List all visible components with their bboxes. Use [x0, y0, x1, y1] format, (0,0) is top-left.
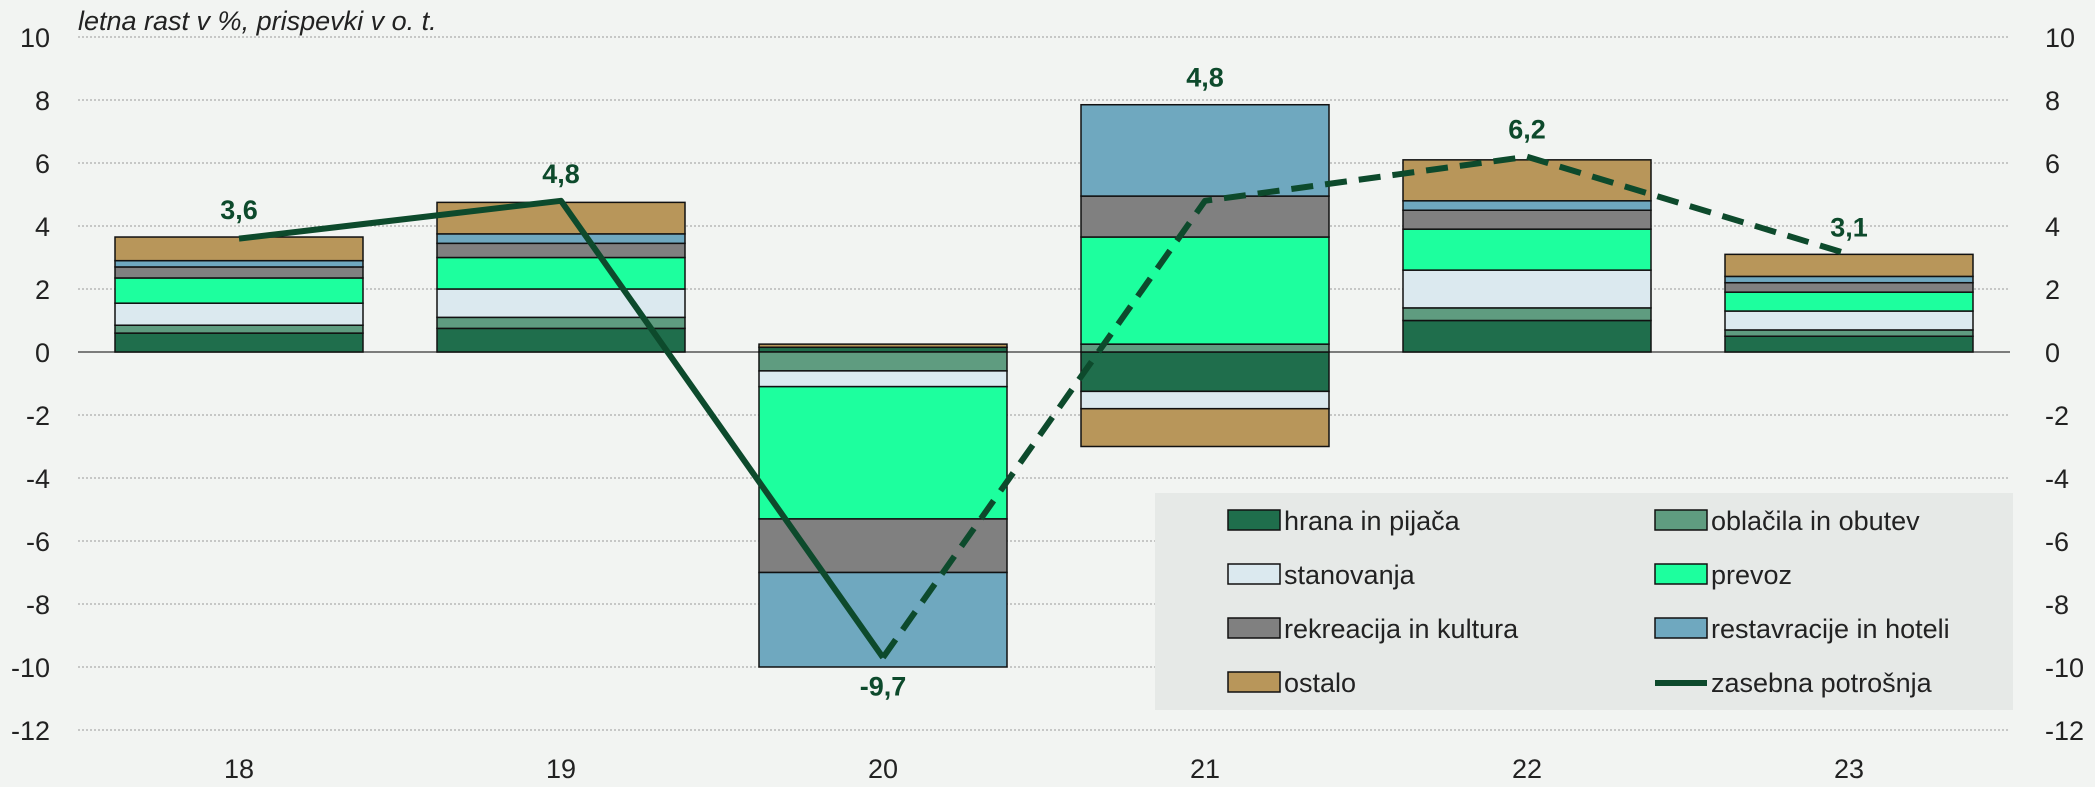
y-tick-label-left: -6 — [26, 527, 50, 557]
bar-segment — [436, 288, 686, 319]
legend-swatch — [1654, 509, 1708, 531]
y-tick-label-left: -10 — [11, 653, 50, 683]
bar-segment — [114, 332, 364, 353]
bar-segment — [114, 324, 364, 334]
y-tick-label-right: 0 — [2045, 338, 2060, 368]
line-series-solid — [238, 197, 886, 660]
x-tick-label: 22 — [1512, 754, 1542, 782]
y-tick-label-right: 4 — [2045, 212, 2060, 242]
bar-segment — [1724, 275, 1974, 284]
axes: 10 108 86 64 42 20 0-2 -2-4 -4-6 -6-8 -8-10 -10-12-… — [11, 23, 2084, 784]
bars — [114, 103, 1974, 668]
bar-segment — [1080, 351, 1330, 393]
legend-swatch — [1227, 617, 1281, 639]
legend-label: prevoz — [1711, 560, 1792, 590]
y-tick-label-left: 10 — [20, 23, 50, 53]
bar-segment — [1724, 310, 1974, 331]
bar-segment — [114, 277, 364, 304]
x-tick-label: 19 — [546, 754, 576, 782]
x-tick-label: 23 — [1834, 754, 1864, 782]
y-tick-label-left: 4 — [35, 212, 50, 242]
data-label: 4,8 — [542, 159, 580, 189]
y-tick-label-right: -4 — [2045, 464, 2069, 494]
bar-segment — [1402, 269, 1652, 309]
x-tick-label: 20 — [868, 754, 898, 782]
bar-segment — [1724, 291, 1974, 312]
bar-segment — [758, 370, 1008, 388]
bar-segment — [436, 242, 686, 259]
bar-segment — [1724, 253, 1974, 278]
line-series: 3,6 4,8 -9,7 4,8 6,2 3,1 — [220, 63, 1868, 702]
bar-segment — [1402, 209, 1652, 230]
legend-swatch — [1227, 509, 1281, 531]
bar-segment — [1724, 335, 1974, 353]
bar-segment — [1402, 307, 1652, 322]
bar-segment — [1402, 200, 1652, 212]
y-tick-label-right: 10 — [2045, 23, 2075, 53]
data-label: 3,1 — [1830, 212, 1868, 242]
bar-segment — [1402, 319, 1652, 353]
bar-segment — [436, 233, 686, 245]
legend-label: stanovanja — [1284, 560, 1416, 590]
y-tick-label-right: 8 — [2045, 86, 2060, 116]
legend-swatch — [1227, 563, 1281, 585]
y-tick-label-right: -6 — [2045, 527, 2069, 557]
bar-segment — [1402, 228, 1652, 271]
y-tick-label-right: -12 — [2045, 716, 2084, 746]
data-label: 6,2 — [1508, 115, 1546, 145]
legend-label: restavracije in hoteli — [1711, 614, 1950, 644]
bar-segment — [114, 302, 364, 326]
y-tick-label-left: -4 — [26, 464, 50, 494]
bar-segment — [758, 385, 1008, 520]
chart-title: letna rast v %, prispevki v o. t. — [78, 6, 437, 36]
bar-segment — [758, 571, 1008, 668]
legend-box — [1155, 493, 2013, 710]
x-tick-label: 18 — [224, 754, 254, 782]
bar-segment — [1080, 407, 1330, 448]
bar-segment — [1080, 103, 1330, 197]
y-tick-label-left: -12 — [11, 716, 50, 746]
bar-segment — [436, 327, 686, 353]
y-tick-label-left: 0 — [35, 338, 50, 368]
legend: hrana in pijača oblačila in obutev stanova… — [1155, 493, 2013, 710]
bar-segment — [758, 518, 1008, 574]
y-tick-label-right: -2 — [2045, 401, 2069, 431]
legend-swatch — [1654, 617, 1708, 639]
bar-segment — [1724, 329, 1974, 338]
legend-label: hrana in pijača — [1284, 506, 1461, 536]
line-series-dashed — [880, 153, 1850, 660]
y-tick-label-right: -10 — [2045, 653, 2084, 683]
data-label: 3,6 — [220, 195, 258, 225]
bar-segment — [758, 343, 1008, 349]
legend-label: oblačila in obutev — [1711, 506, 1920, 536]
y-tick-label-left: -2 — [26, 401, 50, 431]
y-tick-label-left: 6 — [35, 149, 50, 179]
y-tick-label-left: 8 — [35, 86, 50, 116]
legend-swatch — [1227, 671, 1281, 693]
bar-segment — [114, 266, 364, 279]
legend-label: rekreacija in kultura — [1284, 614, 1519, 644]
bar-segment — [436, 201, 686, 235]
bar-segment — [758, 351, 1008, 372]
bar-segment — [1080, 236, 1330, 345]
y-tick-label-right: 2 — [2045, 275, 2060, 305]
legend-swatch — [1654, 563, 1708, 585]
bar-segment — [114, 259, 364, 268]
bar-segment — [114, 236, 364, 262]
data-label: -9,7 — [860, 672, 907, 702]
legend-label: zasebna potrošnja — [1711, 668, 1933, 698]
y-tick-label-right: -8 — [2045, 590, 2069, 620]
x-tick-label: 21 — [1190, 754, 1220, 782]
bar-segment — [436, 256, 686, 290]
bar-segment — [1080, 390, 1330, 410]
y-tick-label-left: 2 — [35, 275, 50, 305]
y-tick-label-left: -8 — [26, 590, 50, 620]
data-label: 4,8 — [1186, 63, 1224, 93]
y-tick-label-right: 6 — [2045, 149, 2060, 179]
bar-segment — [1080, 343, 1330, 353]
bar-segment — [1724, 281, 1974, 293]
legend-label: ostalo — [1284, 668, 1356, 698]
